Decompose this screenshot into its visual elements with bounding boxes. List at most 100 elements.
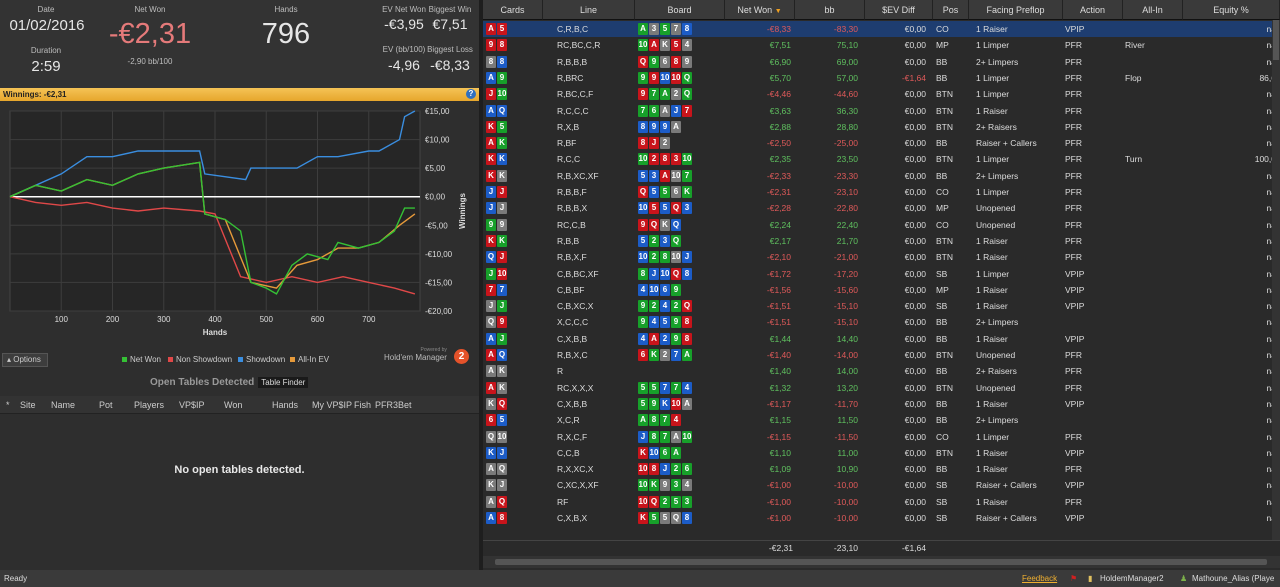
column-header-all-in[interactable]: All-In bbox=[1123, 0, 1183, 20]
table-row[interactable]: Q 9 X,C,C,C 9 4 5 9 8 -€1,51 -15,10 €0,00 BB 2+ Limp… bbox=[483, 314, 1280, 330]
ot-col-vpip[interactable]: VP$IP bbox=[179, 400, 205, 410]
line-cell: R,BC,C,F bbox=[557, 89, 594, 100]
table-row[interactable]: J J R,B,B,F Q 5 5 6 K -€2,31 -23,10 €0,00 CO 1 Limpe… bbox=[483, 184, 1280, 200]
panel-splitter[interactable] bbox=[479, 0, 483, 570]
board-cards: 5 9 K 10 A bbox=[638, 397, 693, 410]
card-icon: A bbox=[660, 169, 670, 182]
column-header-cards[interactable]: Cards bbox=[483, 0, 543, 20]
ev-diff-cell: €0,00 bbox=[904, 170, 926, 181]
table-row[interactable]: Q 10 R,X,C,F J 8 7 A 10 -€1,15 -11,50 €0,00 CO 1 Lim… bbox=[483, 429, 1280, 445]
table-row[interactable]: 9 8 RC,BC,C,R 10 A K 5 4 €7,51 75,10 €0,00 MP 1 Limp… bbox=[483, 37, 1280, 53]
grid-vertical-scroll-thumb[interactable] bbox=[1273, 20, 1279, 60]
table-row[interactable]: K K R,B,B 5 2 3 Q €2,17 21,70 €0,00 BTN 1 Raiser PFR… bbox=[483, 233, 1280, 249]
table-row[interactable]: 7 7 C,B,BF 4 10 6 9 -€1,56 -15,60 €0,00 MP 1 Raiser… bbox=[483, 282, 1280, 298]
ot-col-name[interactable]: Name bbox=[51, 400, 76, 410]
card-icon: 3 bbox=[649, 169, 659, 182]
table-row[interactable]: J J R,B,B,X 10 5 5 Q 3 -€2,28 -22,80 €0,00 MP Unopen… bbox=[483, 200, 1280, 216]
help-icon[interactable]: ? bbox=[466, 89, 476, 99]
ot-col-myvpip[interactable]: My VP$IP bbox=[312, 400, 353, 410]
card-icon: 4 bbox=[638, 332, 648, 345]
card-icon: 2 bbox=[649, 251, 659, 264]
table-row[interactable]: A 8 C,X,B,X K 5 5 Q 8 -€1,00 -10,00 €0,00 SB Raiser … bbox=[483, 510, 1280, 526]
bb-cell: -15,10 bbox=[833, 301, 858, 312]
net-won-cell: -€1,00 bbox=[766, 513, 791, 523]
grid-horizontal-scrollbar[interactable] bbox=[483, 556, 1280, 568]
options-button[interactable]: ▴ Options bbox=[2, 353, 48, 367]
column-header-pos[interactable]: Pos bbox=[933, 0, 969, 20]
ot-col-star[interactable]: * bbox=[6, 400, 10, 410]
board-cards: 10 8 J 2 6 bbox=[638, 463, 693, 476]
net-won-cell: €3,63 bbox=[769, 105, 791, 116]
facing-preflop-cell: 1 Raiser bbox=[976, 301, 1008, 312]
table-row[interactable]: 8 8 R,B,B,B Q 9 6 8 9 €6,90 69,00 €0,00 BB 2+ Limper… bbox=[483, 54, 1280, 70]
table-row[interactable]: A Q R,C,C,C 7 6 A J 7 €3,63 36,30 €0,00 BTN 1 Raiser… bbox=[483, 103, 1280, 119]
table-row[interactable]: K J C,XC,X,XF 10 K 9 3 4 -€1,00 -10,00 €0,00 SB Rais… bbox=[483, 477, 1280, 493]
table-row[interactable]: Q J R,B,X,F 10 2 8 10 J -€2,10 -21,00 €0,00 BTN 1 Ra… bbox=[483, 249, 1280, 265]
grid-vertical-scrollbar[interactable] bbox=[1272, 20, 1280, 540]
ot-col-fish[interactable]: Fish bbox=[354, 400, 372, 410]
column-header-action[interactable]: Action bbox=[1063, 0, 1123, 20]
table-row[interactable]: J J C,B,XC,X 9 2 4 2 Q -€1,51 -15,10 €0,00 SB 1 Rais… bbox=[483, 298, 1280, 314]
column-header-facing-preflop[interactable]: Facing Preflop bbox=[969, 0, 1063, 20]
table-row[interactable]: K 5 R,X,B 8 9 9 A €2,88 28,80 €0,00 BTN 2+ Raisers P… bbox=[483, 119, 1280, 135]
grid-horizontal-scroll-thumb[interactable] bbox=[495, 559, 1267, 565]
facing-preflop-cell: Unopened bbox=[976, 203, 1016, 214]
table-row[interactable]: K K R,C,C 10 2 8 3 10 €2,35 23,50 €0,00 BTN 1 Limper… bbox=[483, 151, 1280, 167]
table-row[interactable]: 9 9 RC,C,B 9 Q K Q €2,24 22,40 €0,00 CO Unopened PFR… bbox=[483, 217, 1280, 233]
card-icon: J bbox=[649, 267, 659, 280]
table-row[interactable]: A K R,BF 8 J 2 -€2,50 -25,00 €0,00 BB Raiser + Cal… bbox=[483, 135, 1280, 151]
column-header-line[interactable]: Line bbox=[543, 0, 635, 20]
column-header-ev-diff[interactable]: $EV Diff bbox=[865, 0, 933, 20]
ot-col-pot[interactable]: Pot bbox=[99, 400, 113, 410]
table-row[interactable]: A Q R,B,X,C 6 K 2 7 A -€1,40 -14,00 €0,00 BTN Unopen… bbox=[483, 347, 1280, 363]
table-finder-button[interactable]: Table Finder bbox=[258, 377, 309, 388]
table-row[interactable]: A Q R,X,XC,X 10 8 J 2 6 €1,09 10,90 €0,00 BB 1 Raise… bbox=[483, 461, 1280, 477]
ev-diff-cell: €0,00 bbox=[904, 24, 926, 34]
ot-col-pfr[interactable]: PFR bbox=[375, 400, 393, 410]
ot-col-players[interactable]: Players bbox=[134, 400, 165, 410]
card-icon: 10 bbox=[497, 430, 507, 443]
ot-col-hands[interactable]: Hands bbox=[272, 400, 299, 410]
status-player-name[interactable]: Mathoune_Alias (Playe bbox=[1192, 574, 1275, 583]
net-won-cell: -€1,00 bbox=[766, 496, 791, 507]
card-icon: 7 bbox=[660, 430, 670, 443]
table-row[interactable]: K K R,B,XC,XF 5 3 A 10 7 -€2,33 -23,30 €0,00 BB 2+ L… bbox=[483, 168, 1280, 184]
card-icon: Q bbox=[497, 463, 507, 476]
table-row[interactable]: J 10 C,B,BC,XF 8 J 10 Q 8 -€1,72 -17,20 €0,00 SB 1 L… bbox=[483, 266, 1280, 282]
card-icon: Q bbox=[671, 202, 681, 215]
table-row[interactable]: K Q C,X,B,B 5 9 K 10 A -€1,17 -11,70 €0,00 BB 1 Rais… bbox=[483, 396, 1280, 412]
pos-cell: CO bbox=[936, 187, 949, 197]
ev-diff-cell: €0,00 bbox=[904, 301, 926, 312]
status-app-name[interactable]: HoldemManager2 bbox=[1100, 574, 1164, 583]
table-row[interactable]: A 9 R,BRC 9 9 10 10 Q €5,70 57,00 -€1,64 BB 1 Limper… bbox=[483, 70, 1280, 86]
table-row[interactable]: J 10 R,BC,C,F 9 7 A 2 Q -€4,46 -44,60 €0,00 BTN 1 Li… bbox=[483, 86, 1280, 102]
table-row[interactable]: A 5 C,R,B,C A 3 5 7 8 -€8,33 -83,30 €0,00 CO 1 Raise… bbox=[483, 21, 1280, 38]
ot-col-won[interactable]: Won bbox=[224, 400, 243, 410]
action-cell: VPIP bbox=[1065, 268, 1085, 279]
table-row[interactable]: K J C,C,B K 10 6 A €1,10 11,00 €0,00 BTN 1 Raiser VP… bbox=[483, 445, 1280, 461]
table-row[interactable]: A K RC,X,X,X 5 5 7 7 4 €1,32 13,20 €0,00 BTN Unopene… bbox=[483, 380, 1280, 396]
feedback-link[interactable]: Feedback bbox=[1022, 574, 1058, 583]
column-header-net-won[interactable]: Net Won ▼ bbox=[725, 0, 795, 20]
table-row[interactable]: AK R €1,40 14,00 €0,00 BB 2+ Raisers PFR na bbox=[483, 363, 1280, 379]
line-cell: C,B,BC,XF bbox=[557, 268, 599, 279]
column-header-bb[interactable]: bb bbox=[795, 0, 865, 20]
action-cell: PFR bbox=[1065, 382, 1082, 393]
card-icon: 8 bbox=[671, 55, 681, 68]
card-icon: 7 bbox=[682, 169, 692, 182]
card-icon: J bbox=[649, 137, 659, 150]
ev-diff-cell: €0,00 bbox=[904, 317, 926, 328]
table-row[interactable]: A J C,X,B,B 4 A 2 9 8 €1,44 14,40 €0,00 BB 1 Raiser V… bbox=[483, 331, 1280, 347]
card-icon: 10 bbox=[682, 430, 692, 443]
column-header-equity[interactable]: Equity % bbox=[1183, 0, 1280, 20]
card-icon: 5 bbox=[660, 512, 670, 524]
hands-label: Hands bbox=[274, 5, 298, 14]
column-header-board[interactable]: Board bbox=[635, 0, 725, 20]
table-row[interactable]: A Q RF 10 Q 2 5 3 -€1,00 -10,00 €0,00 SB 1 Raiser PFR… bbox=[483, 494, 1280, 510]
ot-col-3bet[interactable]: 3Bet bbox=[393, 400, 412, 410]
equity-cell: na bbox=[1223, 138, 1276, 148]
biggestwin-value: €7,51 bbox=[432, 16, 468, 32]
ot-col-site[interactable]: Site bbox=[20, 400, 36, 410]
